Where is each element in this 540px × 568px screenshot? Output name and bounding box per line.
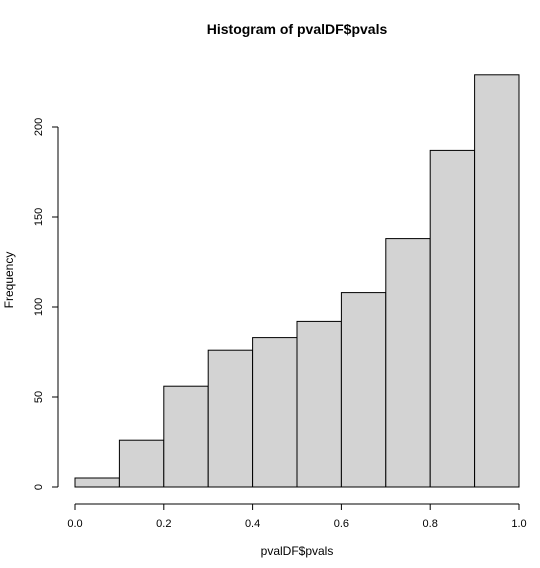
x-axis-label: pvalDF$pvals <box>261 544 334 558</box>
histogram-bar <box>474 74 520 488</box>
histogram-bar <box>207 349 254 488</box>
x-tick-label: 0.0 <box>67 518 82 530</box>
histogram-bar <box>429 149 476 488</box>
histogram-bar <box>118 439 165 488</box>
histogram-bar <box>252 337 298 488</box>
x-tick-label: 0.6 <box>334 518 349 530</box>
histogram-bar <box>385 238 431 488</box>
histogram-bar <box>340 292 387 488</box>
y-axis: 0 50 100 150 200 <box>33 118 59 490</box>
y-tick-label: 200 <box>33 118 45 136</box>
x-tick-label: 0.2 <box>156 518 171 530</box>
histogram-bar <box>296 320 342 488</box>
x-axis: 0.0 0.2 0.4 0.6 0.8 1.0 <box>67 503 527 530</box>
x-tick-label: 1.0 <box>511 518 526 530</box>
histogram-bar <box>163 385 209 488</box>
histogram-bars <box>74 74 520 488</box>
y-tick-label: 0 <box>33 484 45 490</box>
histogram-bar <box>74 477 120 488</box>
y-tick-label: 50 <box>33 391 45 403</box>
x-tick-label: 0.8 <box>423 518 438 530</box>
y-tick-label: 100 <box>33 298 45 316</box>
x-tick-label: 0.4 <box>245 518 260 530</box>
chart-title: Histogram of pvalDF$pvals <box>207 21 388 37</box>
y-axis-label: Frequency <box>2 252 16 309</box>
y-tick-label: 150 <box>33 208 45 226</box>
